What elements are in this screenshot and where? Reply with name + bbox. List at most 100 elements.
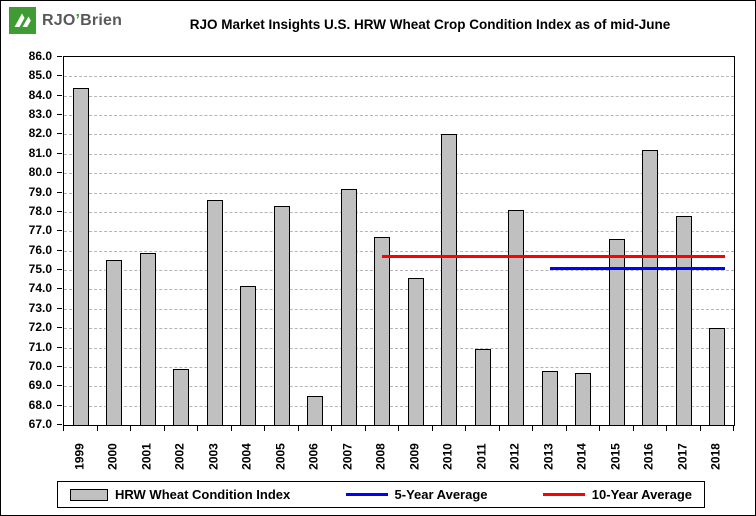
x-axis-tick — [465, 426, 466, 431]
y-axis-tick — [57, 288, 62, 290]
x-axis-tick — [364, 426, 366, 431]
x-axis-tick — [431, 426, 433, 431]
x-axis-tick-label: 2008 — [373, 443, 388, 470]
x-axis-tick — [666, 426, 667, 431]
y-axis-tick-label: 82.0 — [28, 126, 52, 141]
x-axis-tick-label: 2013 — [541, 443, 556, 470]
y-axis-tick-label: 75.0 — [28, 262, 52, 277]
brand-name: RJO’Brien — [42, 12, 122, 30]
x-axis-tick-label: 1999 — [72, 443, 87, 470]
x-axis: 1999 2000 2001 2002 2003 2004 2005 2006 2007 2008… — [63, 426, 735, 480]
y-axis-tick — [57, 172, 62, 174]
x-axis-tick — [197, 426, 198, 431]
10-year-average-line — [382, 254, 726, 258]
brand-apostrophe: ’ — [75, 11, 81, 29]
gridline — [64, 134, 734, 136]
y-axis-tick-label: 77.0 — [28, 223, 52, 238]
legend-label-10-year-average: 10-Year Average — [591, 487, 692, 502]
bar-2012 — [508, 210, 525, 425]
gridline — [64, 250, 734, 252]
y-axis-tick-label: 70.0 — [28, 358, 52, 373]
bar-swatch-icon — [70, 488, 108, 501]
y-axis-tick-label: 68.0 — [28, 397, 52, 412]
blue-line-swatch-icon — [345, 493, 388, 496]
gridline — [64, 347, 734, 349]
x-axis-tick-label: 2000 — [105, 443, 120, 470]
x-axis-tick — [632, 426, 634, 431]
x-axis-tick-label: 2012 — [507, 443, 522, 470]
y-axis-tick — [57, 346, 62, 348]
x-axis-tick — [264, 426, 265, 431]
x-axis-tick — [565, 426, 567, 431]
x-axis-tick — [699, 426, 701, 431]
legend-label-5-year-average: 5-Year Average — [394, 487, 488, 502]
y-axis-tick-label: 84.0 — [28, 87, 52, 102]
bar-2008 — [374, 237, 391, 425]
y-axis-tick-label: 72.0 — [28, 320, 52, 335]
gridline — [64, 289, 734, 291]
x-axis-tick — [230, 426, 232, 431]
bar-2018 — [709, 328, 726, 425]
x-axis-tick-label: 2014 — [574, 443, 589, 470]
brand-logo: RJO’Brien — [9, 7, 122, 34]
chart-title: RJO Market Insights U.S. HRW Wheat Crop … — [189, 17, 671, 32]
x-axis-tick-label: 2005 — [273, 443, 288, 470]
brand-name-primary: RJO — [42, 11, 76, 29]
bar-2007 — [340, 188, 357, 425]
y-axis-tick — [57, 249, 62, 251]
y-axis-tick — [57, 404, 62, 406]
bar-2011 — [474, 349, 491, 425]
y-axis: 67.0 68.0 69.0 70.0 71.0 72.0 73.0 74.0 75.0 76.0… — [1, 49, 63, 431]
y-axis-tick-label: 69.0 — [28, 378, 52, 393]
y-axis-tick — [57, 365, 62, 367]
y-axis-tick-label: 67.0 — [28, 417, 52, 431]
y-axis-tick — [57, 269, 62, 271]
bar-2004 — [240, 285, 257, 425]
y-axis-tick-label: 74.0 — [28, 281, 52, 296]
legend-item-condition-index: HRW Wheat Condition Index — [70, 487, 290, 502]
gridline — [64, 95, 734, 97]
x-axis-tick — [96, 426, 98, 431]
bar-2005 — [273, 206, 290, 425]
y-axis-tick — [57, 133, 62, 135]
x-axis-tick — [297, 426, 299, 431]
legend-label-condition-index: HRW Wheat Condition Index — [115, 487, 291, 502]
x-axis-tick-label: 2011 — [474, 443, 489, 470]
legend-item-5-year-average: 5-Year Average — [345, 487, 488, 502]
bar-2010 — [441, 134, 458, 425]
x-axis-tick — [532, 426, 533, 431]
y-axis-tick — [57, 210, 62, 212]
x-axis-tick — [398, 426, 399, 431]
x-axis-tick-label: 2018 — [708, 443, 723, 470]
x-axis-tick — [331, 426, 332, 431]
x-axis-tick-label: 2001 — [139, 443, 154, 470]
x-axis-tick — [733, 426, 734, 431]
gridline — [64, 386, 734, 388]
bar-2002 — [173, 368, 190, 425]
gridline — [64, 76, 734, 78]
x-axis-tick — [498, 426, 500, 431]
y-axis-tick-label: 78.0 — [28, 203, 52, 218]
x-axis-tick-label: 2009 — [407, 443, 422, 470]
rjo-green-square-icon — [9, 7, 36, 34]
gridline — [64, 153, 734, 155]
gridline — [64, 192, 734, 194]
x-axis-tick — [599, 426, 600, 431]
y-axis-tick-label: 85.0 — [28, 68, 52, 83]
5-year-average-line — [549, 266, 726, 270]
x-axis-tick-label: 2007 — [340, 443, 355, 470]
x-axis-tick-label: 2010 — [440, 443, 455, 470]
legend-item-10-year-average: 10-Year Average — [542, 487, 692, 502]
x-axis-tick — [130, 426, 131, 431]
y-axis-tick-label: 73.0 — [28, 300, 52, 315]
y-axis-tick-label: 71.0 — [28, 339, 52, 354]
gridline — [64, 270, 734, 272]
x-axis-tick-label: 2002 — [172, 443, 187, 470]
y-axis-tick — [57, 114, 62, 116]
y-axis-tick — [57, 385, 62, 387]
gridline — [64, 173, 734, 175]
x-axis-tick-label: 2017 — [675, 443, 690, 470]
x-axis-tick-label: 2016 — [641, 443, 656, 470]
y-axis-tick — [57, 56, 62, 57]
